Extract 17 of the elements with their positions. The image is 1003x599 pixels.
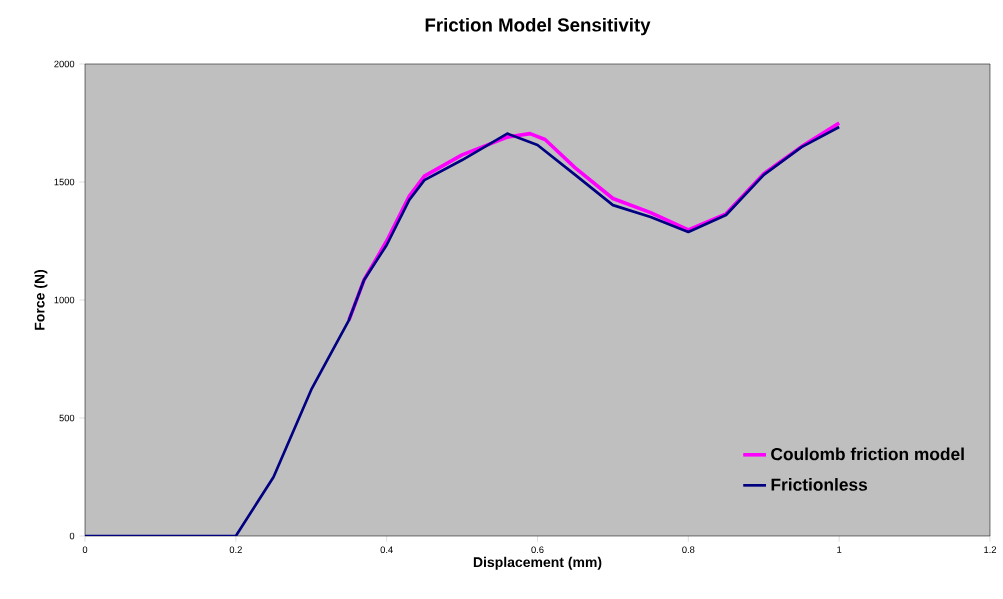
y-tick-label: 1500 [54,178,75,186]
x-tick-label: 0.2 [229,546,242,553]
x-tick-label: 0.6 [531,546,544,553]
y-tick-label: 0 [69,532,75,540]
x-tick-label: 0 [82,546,88,553]
x-tick-label: 1 [837,546,842,553]
y-tick-label: 500 [59,414,75,422]
y-tick-label: 1000 [54,296,75,304]
y-axis-title: Force (N) [34,269,48,330]
y-tick-label: 2000 [54,60,75,68]
x-axis-title: Displacement (mm) [473,556,602,570]
chart-title: Friction Model Sensitivity [425,17,651,36]
x-tick-label: 0.8 [682,546,695,553]
x-tick-label: 1.2 [984,546,997,553]
x-tick-label: 0.4 [380,546,393,553]
legend-label: Coulomb friction model [771,447,964,461]
legend-label: Frictionless [771,478,868,491]
